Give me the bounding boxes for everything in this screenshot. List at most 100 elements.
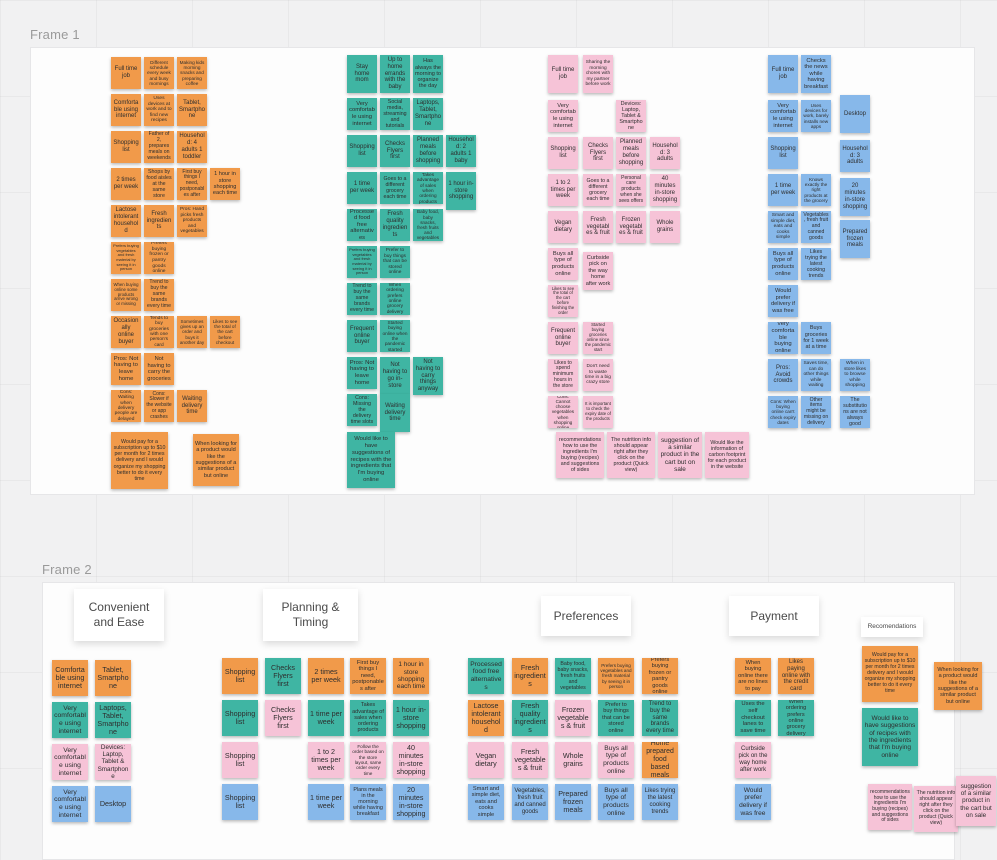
sticky-note[interactable]: Waiting delivery time — [380, 394, 410, 432]
sticky-note[interactable]: Devices: Laptop, Tablet & Smartphone — [616, 100, 646, 132]
sticky-note[interactable]: Full time job — [111, 57, 141, 89]
sticky-note[interactable]: Very comfortable using internet — [347, 98, 377, 130]
sticky-note[interactable]: Cons: Waiting when delivery people are d… — [111, 390, 141, 422]
sticky-note[interactable]: Baby food, baby snacks, fresh fruits and… — [413, 209, 443, 241]
sticky-note[interactable]: Likes trying the latest cooking trends — [642, 784, 678, 820]
sticky-note[interactable]: Checks Flyers first — [265, 658, 301, 694]
sticky-note[interactable]: Buys all type of products online — [598, 742, 634, 778]
sticky-note[interactable]: Vegetables, fresh fruit and canned goods — [512, 784, 548, 820]
sticky-note[interactable]: Shopping list — [222, 700, 258, 736]
sticky-note[interactable]: When buying online some products arrive … — [111, 279, 141, 311]
sticky-note[interactable]: Devices: Laptop, Tablet & Smartphone — [95, 744, 131, 780]
sticky-note[interactable]: Prepared frozen meals — [555, 784, 591, 820]
sticky-note[interactable]: Household: 2 adults 1 baby — [446, 135, 476, 167]
sticky-note[interactable]: Lactose intolerant household — [468, 700, 504, 736]
sticky-note[interactable]: Sharing the morning chores with my partn… — [583, 55, 613, 93]
sticky-note[interactable]: Prefers buying vegetables and fresh mate… — [111, 242, 141, 274]
sticky-note[interactable]: Started buying online when the pandemic … — [380, 320, 410, 352]
sticky-note[interactable]: Would prefer delivery if was free — [768, 285, 798, 317]
sticky-note[interactable]: Would like to have suggestions of recipe… — [347, 432, 395, 488]
sticky-note[interactable]: Very comfortable using internet — [52, 786, 88, 822]
sticky-note[interactable]: First buy things I need, postponables af… — [177, 168, 207, 200]
sticky-note[interactable]: suggestion of a similar product in the c… — [956, 776, 996, 826]
sticky-note[interactable]: Social media, streaming and tutorials — [380, 98, 410, 130]
sticky-note[interactable]: 2 times per week — [308, 658, 344, 694]
sticky-note[interactable]: Different schedule every week and busy m… — [144, 57, 174, 89]
sticky-note[interactable]: Don't need to waste time in a big crazy … — [583, 359, 613, 391]
sticky-note[interactable]: recommendations how to use the ingredien… — [868, 784, 912, 830]
sticky-note[interactable]: Pros: Hand picks fresh products and vege… — [177, 205, 207, 237]
sticky-note[interactable]: Laptops, Tablet, Smartphone — [413, 98, 443, 130]
sticky-note[interactable]: Fresh vegetables & fruit — [583, 211, 613, 243]
sticky-note[interactable]: When ordering prefers online grocery del… — [778, 700, 814, 736]
sticky-note[interactable]: 20 minutes in-store shopping — [393, 784, 429, 820]
sticky-note[interactable]: Plans meals in the morning while having … — [350, 784, 386, 820]
sticky-note[interactable]: Prefer to buy things that can be stored … — [380, 246, 410, 278]
sticky-note[interactable]: Curbside pick on the way home after work — [583, 252, 613, 290]
sticky-note[interactable]: The substitutions are not always good — [840, 396, 870, 428]
sticky-note[interactable]: Prefers buying vegetables and fresh mate… — [347, 246, 377, 278]
sticky-note[interactable]: Not having to carry things anyway — [413, 357, 443, 395]
sticky-note[interactable]: The nutrition info should appear right a… — [607, 432, 655, 478]
sticky-note[interactable]: recommendations how to use the ingredien… — [556, 432, 604, 478]
sticky-note[interactable]: Has always the morning to organize the d… — [413, 55, 443, 93]
sticky-note[interactable]: Checks Flyers first — [380, 135, 410, 167]
sticky-note[interactable]: Would pay for a subscription up to $10 p… — [862, 646, 918, 702]
sticky-note[interactable]: 1 hour in-store shopping — [393, 700, 429, 736]
sticky-note[interactable]: Prefers buying frozen or pantry goods on… — [144, 242, 174, 274]
sticky-note[interactable]: Uses devices at work and to find new rec… — [144, 94, 174, 126]
sticky-note[interactable]: Takes advantage of sales when ordering p… — [350, 700, 386, 736]
sticky-note[interactable]: Prefers buying vegetables and fresh mate… — [598, 658, 634, 694]
sticky-note[interactable]: Comfortable using internet — [111, 94, 141, 126]
sticky-note[interactable]: 40 minutes in-store shopping — [650, 174, 680, 206]
sticky-note[interactable]: Would like the information of carbon foo… — [705, 432, 749, 478]
sticky-note[interactable]: Home prepared food based meals — [642, 742, 678, 778]
sticky-note[interactable]: Would like to have suggestions of recipe… — [862, 708, 918, 766]
sticky-note[interactable]: Cons: Slower if the website or app crash… — [144, 390, 174, 422]
sticky-note[interactable]: Shopping list — [548, 137, 578, 169]
sticky-note[interactable]: Frozen vegetables & fruit — [616, 211, 646, 243]
sticky-note[interactable]: Planned meals before shopping — [413, 135, 443, 167]
sticky-note[interactable]: Knows exactly the right products at the … — [801, 174, 831, 206]
sticky-note[interactable]: When in store likes to browse while shop… — [840, 359, 870, 391]
sticky-note[interactable]: Very comfortable using internet — [768, 100, 798, 132]
sticky-note[interactable]: Lactose intolerant household — [111, 205, 141, 237]
sticky-note[interactable]: Shopping list — [347, 135, 377, 167]
sticky-note[interactable]: Cons: Cannot choose vegetables when shop… — [548, 396, 578, 428]
sticky-note[interactable]: Not having to go in-store — [380, 357, 410, 395]
sticky-note[interactable]: Likes to see the total of the cart befor… — [548, 285, 578, 317]
sticky-note[interactable]: 1 hour in-store shopping — [446, 172, 476, 210]
sticky-note[interactable]: Shopping list — [111, 131, 141, 163]
sticky-note[interactable]: Frequent online buyer — [548, 322, 578, 354]
sticky-note[interactable]: 2 times per week — [111, 168, 141, 200]
sticky-note[interactable]: Up to home errands with the baby — [380, 55, 410, 93]
sticky-note[interactable]: When looking for a product would like th… — [193, 434, 239, 486]
sticky-note[interactable]: 1 hour in store shopping each time — [393, 658, 429, 694]
sticky-note[interactable]: 1 to 2 times per week — [308, 742, 344, 778]
sticky-note[interactable]: Cons: When buying online can't check exp… — [768, 396, 798, 428]
sticky-note[interactable]: Household: 3 adults — [840, 140, 870, 172]
sticky-note[interactable]: Sometimes gives up an order and buys it … — [177, 316, 207, 348]
sticky-note[interactable]: Shopping list — [222, 784, 258, 820]
group-header[interactable]: Convenient and Ease — [74, 589, 164, 641]
sticky-note[interactable]: Goes to a different grocery each time — [380, 172, 410, 204]
sticky-note[interactable]: Very comfortable using internet — [52, 702, 88, 738]
sticky-note[interactable]: Baby food, baby snacks, fresh fruits and… — [555, 658, 591, 694]
sticky-note[interactable]: Buys all type of products online — [548, 248, 578, 280]
sticky-note[interactable]: Father of 2, prepares meals on weekends — [144, 131, 174, 163]
sticky-note[interactable]: Full time job — [768, 55, 798, 93]
sticky-note[interactable]: Stay home mom — [347, 55, 377, 93]
sticky-note[interactable]: Waiting delivery time — [177, 390, 207, 422]
sticky-note[interactable]: Trend to buy the same brands every time — [144, 279, 174, 311]
frame-label[interactable]: Frame 1 — [30, 27, 80, 42]
group-header[interactable]: Preferences — [541, 596, 631, 636]
sticky-note[interactable]: Buys all type of products online — [598, 784, 634, 820]
sticky-note[interactable]: Would prefer delivery if was free — [735, 784, 771, 820]
sticky-note[interactable]: suggestion of a similar product in the c… — [658, 432, 702, 478]
sticky-note[interactable]: Uses the self checkout lanes to save tim… — [735, 700, 771, 736]
sticky-note[interactable]: Not having to carry the groceries — [144, 353, 174, 385]
group-header[interactable]: Recomendations — [861, 617, 923, 637]
group-header[interactable]: Payment — [729, 596, 819, 636]
sticky-note[interactable]: Prefer to buy things that can be stored … — [598, 700, 634, 736]
group-header[interactable]: Planning & Timing — [263, 589, 358, 641]
